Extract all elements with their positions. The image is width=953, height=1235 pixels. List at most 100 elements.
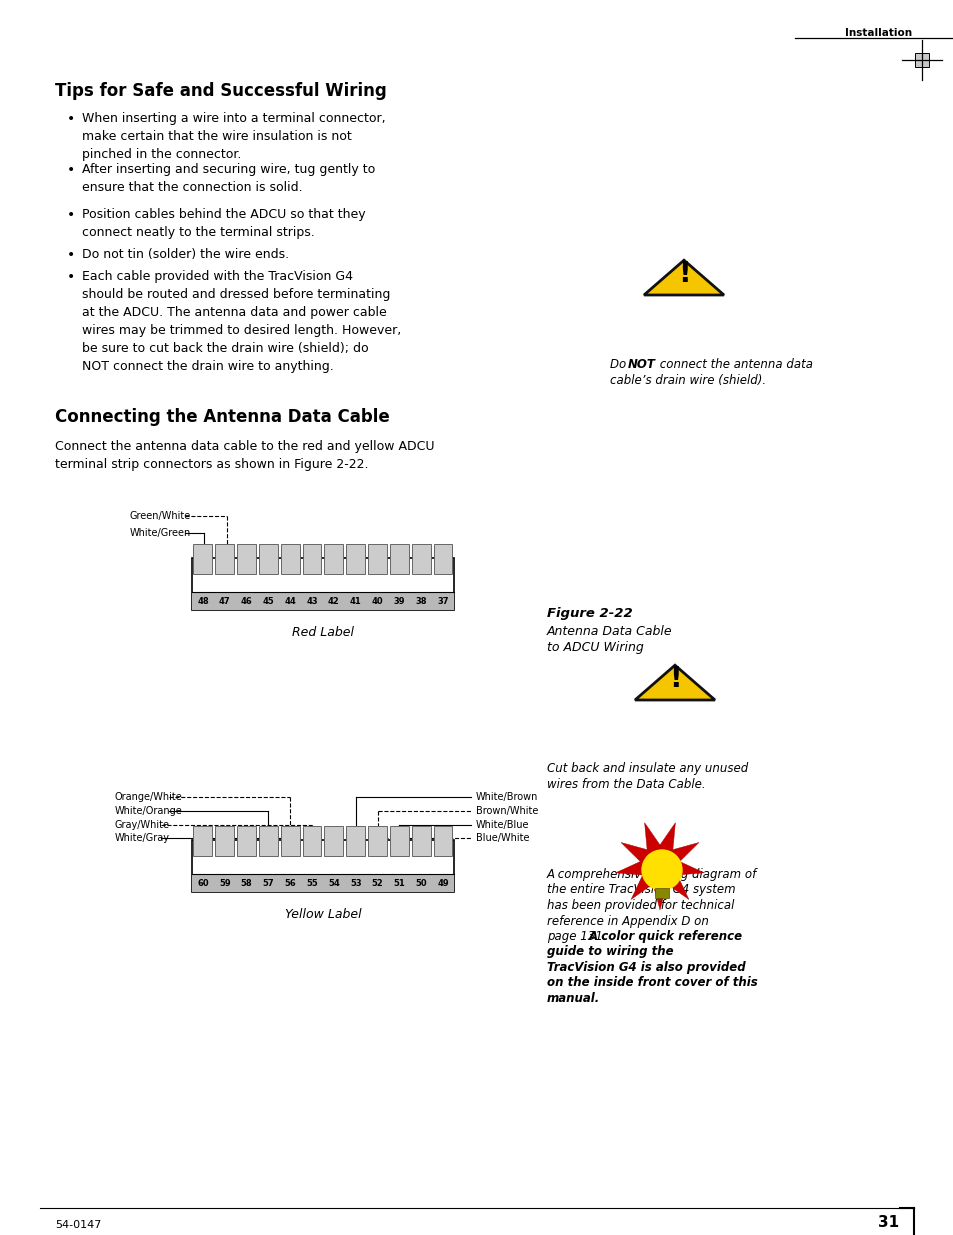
Bar [324,543,343,574]
Text: Installation: Installation [844,28,911,38]
Bar [192,874,454,892]
Text: Connect the antenna data cable to the red and yellow ADCU
terminal strip connect: Connect the antenna data cable to the re… [55,440,434,471]
Text: White/Orange: White/Orange [115,806,183,816]
Text: 54-0147: 54-0147 [55,1220,101,1230]
Text: A color quick reference: A color quick reference [588,930,742,944]
Text: TracVision G4 is also provided: TracVision G4 is also provided [546,961,745,974]
Text: White/Green: White/Green [130,529,191,538]
Text: Each cable provided with the TracVision G4
should be routed and dressed before t: Each cable provided with the TracVision … [82,270,401,373]
Polygon shape [643,261,723,295]
Bar [302,543,321,574]
Polygon shape [635,666,714,700]
Text: 55: 55 [306,878,317,888]
Polygon shape [615,862,659,876]
Text: Tips for Safe and Successful Wiring: Tips for Safe and Successful Wiring [55,82,386,100]
Bar [258,826,277,856]
Text: 45: 45 [262,597,274,605]
Text: 47: 47 [218,597,231,605]
Bar [390,826,409,856]
Text: 57: 57 [262,878,274,888]
Polygon shape [659,842,699,864]
Text: After inserting and securing wire, tug gently to
ensure that the connection is s: After inserting and securing wire, tug g… [82,163,375,194]
Text: Cut back and insulate any unused: Cut back and insulate any unused [546,762,747,776]
Text: 49: 49 [436,878,449,888]
Bar [346,543,365,574]
Bar [434,543,452,574]
Text: •: • [67,207,75,222]
Bar [192,558,454,610]
Bar [346,826,365,856]
Text: page 131.: page 131. [546,930,610,944]
Bar [434,826,452,856]
Text: to ADCU Wiring: to ADCU Wiring [546,641,643,655]
Text: manual.: manual. [546,992,599,1005]
Bar [215,543,233,574]
Bar [368,543,387,574]
Text: on the inside front cover of this: on the inside front cover of this [546,977,757,989]
Text: cable’s drain wire (shield).: cable’s drain wire (shield). [609,374,765,387]
Text: When inserting a wire into a terminal connector,
make certain that the wire insu: When inserting a wire into a terminal co… [82,112,385,161]
Text: reference in Appendix D on: reference in Appendix D on [546,914,708,927]
Text: •: • [67,270,75,284]
Text: 41: 41 [350,597,361,605]
Circle shape [641,850,681,890]
Polygon shape [620,842,659,864]
Text: •: • [67,112,75,126]
Text: White/Blue: White/Blue [476,820,529,830]
Bar [324,826,343,856]
Text: White/Brown: White/Brown [476,792,537,802]
Polygon shape [659,862,703,876]
Text: A comprehensive wiring diagram of: A comprehensive wiring diagram of [546,868,757,881]
Polygon shape [653,864,666,910]
Text: Green/White: Green/White [130,511,191,521]
Text: 59: 59 [218,878,231,888]
Text: 37: 37 [436,597,448,605]
Bar [302,826,321,856]
Bar [193,826,213,856]
Bar [192,592,454,610]
Text: 43: 43 [306,597,317,605]
Bar [258,543,277,574]
Text: !: ! [668,666,680,693]
Bar [192,840,454,892]
Text: connect the antenna data: connect the antenna data [656,358,812,370]
Text: Do: Do [609,358,629,370]
Text: 52: 52 [372,878,383,888]
Bar [412,543,430,574]
Text: Gray/White: Gray/White [115,820,170,830]
Text: 56: 56 [284,878,295,888]
Text: 44: 44 [284,597,295,605]
Text: !: ! [677,261,690,288]
Text: 40: 40 [372,597,383,605]
Text: NOT: NOT [627,358,655,370]
Text: the entire TracVision G4 system: the entire TracVision G4 system [546,883,735,897]
Text: 39: 39 [394,597,405,605]
Text: 60: 60 [197,878,209,888]
Bar [655,888,668,898]
Text: has been provided for technical: has been provided for technical [546,899,734,911]
Bar [368,826,387,856]
Polygon shape [631,864,659,899]
Text: wires from the Data Cable.: wires from the Data Cable. [546,778,705,790]
Text: 38: 38 [416,597,427,605]
Polygon shape [659,864,688,899]
Text: Red Label: Red Label [292,626,354,638]
Text: 54: 54 [328,878,339,888]
Bar [215,826,233,856]
Text: guide to wiring the: guide to wiring the [546,946,673,958]
Text: Do not tin (solder) the wire ends.: Do not tin (solder) the wire ends. [82,248,289,261]
Bar [280,826,299,856]
Text: 51: 51 [394,878,405,888]
Text: White/Gray: White/Gray [115,832,170,844]
Text: 31: 31 [877,1215,898,1230]
Text: Orange/White: Orange/White [115,792,183,802]
Polygon shape [644,823,659,864]
Text: Brown/White: Brown/White [476,806,537,816]
Text: 46: 46 [240,597,253,605]
Bar [280,543,299,574]
Text: •: • [67,248,75,262]
Bar [193,543,213,574]
Text: 50: 50 [415,878,427,888]
Text: Yellow Label: Yellow Label [284,908,361,921]
Bar [237,826,255,856]
